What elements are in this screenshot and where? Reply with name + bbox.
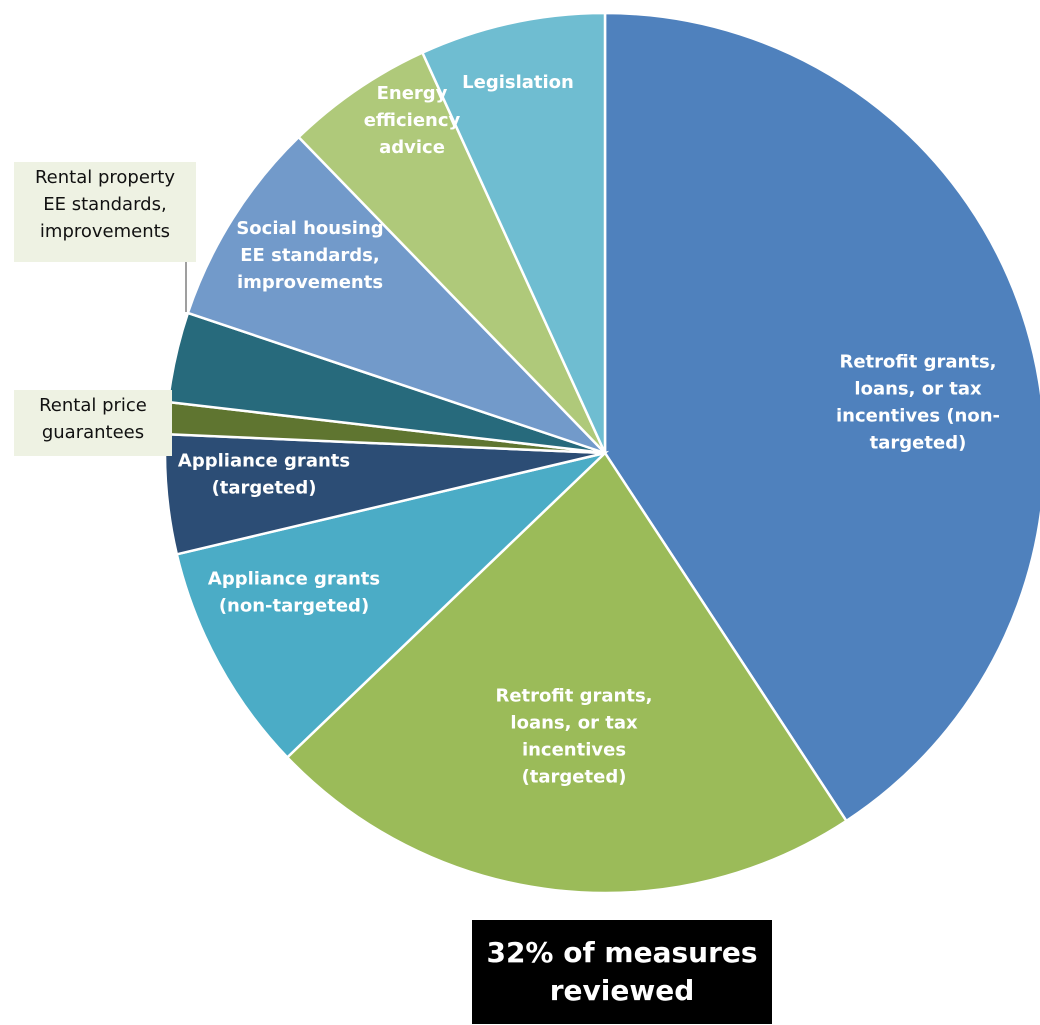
slice-label: Retrofit grants, loans, or tax incentives(… xyxy=(495,686,652,788)
slice-label: Social housing EE standards, improvements xyxy=(236,218,383,293)
pie-chart: Retrofit grants, loans, or tax incentives … xyxy=(14,11,1040,895)
slice-label: Rental price guarantees xyxy=(14,390,172,456)
slice-label: Appliance grants (targeted) xyxy=(178,451,350,499)
slice-label: Energy efficiency advice xyxy=(364,83,461,158)
slice-label: Appliance grants (non-targeted) xyxy=(208,569,380,617)
pie-slice xyxy=(285,451,849,895)
pie-svg: Retrofit grants, loans, or tax incentives … xyxy=(163,11,1040,895)
pie-slice xyxy=(296,51,607,454)
pie-slice xyxy=(603,11,1040,823)
slice-label: Legislation xyxy=(462,72,574,93)
slice-label: Retrofit grants, loans, or tax incentives … xyxy=(836,352,1000,454)
slice-label: Rental property EE standards, improvements xyxy=(14,162,196,262)
measures-reviewed-callout: 32% of measures reviewed xyxy=(472,920,772,1024)
pie-slice xyxy=(420,11,607,454)
pie-slice xyxy=(186,135,606,455)
callout-text: 32% of measures reviewed xyxy=(486,936,758,1007)
